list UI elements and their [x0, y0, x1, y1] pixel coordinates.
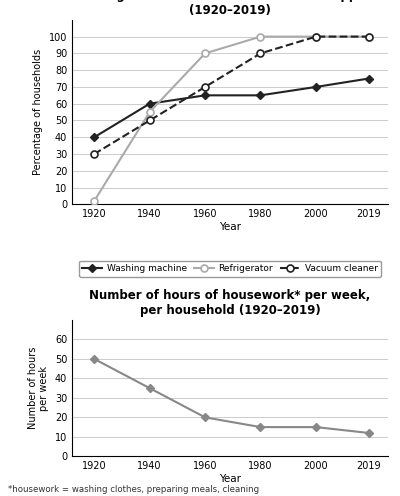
Y-axis label: Number of hours
per week: Number of hours per week — [28, 347, 49, 430]
Y-axis label: Percentage of households: Percentage of households — [33, 49, 43, 175]
Legend: Washing machine, Refrigerator, Vacuum cleaner: Washing machine, Refrigerator, Vacuum cl… — [79, 260, 381, 277]
X-axis label: Year: Year — [219, 222, 241, 232]
Title: Number of hours of housework* per week,
per household (1920–2019): Number of hours of housework* per week, … — [89, 289, 371, 317]
Title: Percentage of households with electrical appliances
(1920–2019): Percentage of households with electrical… — [57, 0, 400, 17]
X-axis label: Year: Year — [219, 474, 241, 484]
Text: *housework = washing clothes, preparing meals, cleaning: *housework = washing clothes, preparing … — [8, 485, 259, 494]
